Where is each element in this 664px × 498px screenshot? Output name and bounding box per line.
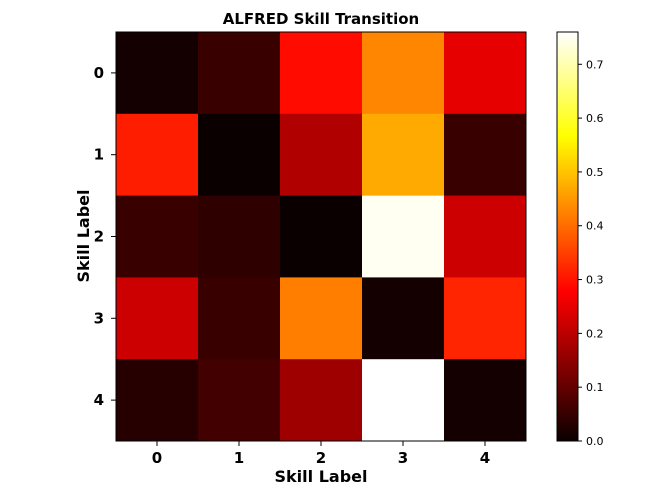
colorbar-tick-label: 0.7 (586, 58, 604, 71)
y-tick-label: 1 (94, 146, 104, 164)
colorbar-ticks: 0.0 0.1 0.2 0.3 0.4 0.5 0.6 0.7 (578, 58, 604, 448)
heatmap-cell (444, 32, 527, 115)
colorbar (556, 31, 579, 442)
colorbar-tick-label: 0.4 (586, 220, 604, 233)
colorbar-tick-label: 0.1 (586, 381, 604, 394)
heatmap-cell (362, 359, 445, 442)
heatmap-cell (444, 195, 527, 278)
heatmap-cell (362, 277, 445, 360)
heatmap-cell (280, 32, 363, 115)
heatmap-cell (362, 113, 445, 197)
y-tick-label: 3 (94, 309, 104, 327)
heatmap-cell (116, 277, 199, 360)
heatmap-cell (444, 277, 527, 360)
colorbar-tick-label: 0.6 (586, 112, 604, 125)
heatmap-cell (280, 359, 363, 442)
heatmap-cells (116, 32, 527, 442)
heatmap-cell (116, 113, 199, 197)
heatmap-cell (198, 195, 281, 278)
heatmap-cell (116, 32, 199, 115)
y-axis-ticks: 0 1 2 3 4 (94, 64, 116, 409)
chart-title: ALFRED Skill Transition (223, 10, 419, 28)
y-tick-label: 0 (94, 64, 104, 82)
heatmap-cell (444, 113, 527, 197)
heatmap-cell (444, 359, 527, 442)
colorbar-tick-label: 0.3 (586, 274, 604, 287)
heatmap-cell (198, 359, 281, 442)
heatmap-cell (198, 32, 281, 115)
x-axis-label: Skill Label (275, 467, 368, 486)
heatmap-cell (280, 113, 363, 197)
colorbar-tick-label: 0.5 (586, 166, 604, 179)
heatmap-cell (198, 277, 281, 360)
y-axis-label: Skill Label (74, 190, 93, 283)
x-tick-label: 2 (316, 449, 326, 467)
x-tick-label: 3 (398, 449, 408, 467)
y-tick-label: 2 (94, 228, 104, 246)
heatmap-cell (362, 195, 445, 278)
heatmap-cell (116, 359, 199, 442)
heatmap-cell (280, 195, 363, 278)
x-axis-ticks: 0 1 2 3 4 (152, 441, 490, 467)
colorbar-tick-label: 0.2 (586, 327, 604, 340)
heatmap-cell (116, 195, 199, 278)
x-tick-label: 0 (152, 449, 162, 467)
heatmap-cell (280, 277, 363, 360)
x-tick-label: 4 (480, 449, 490, 467)
x-tick-label: 1 (234, 449, 244, 467)
y-tick-label: 4 (94, 391, 104, 409)
heatmap-cell (362, 32, 445, 115)
heatmap-cell (198, 113, 281, 197)
colorbar-tick-label: 0.0 (586, 435, 604, 448)
